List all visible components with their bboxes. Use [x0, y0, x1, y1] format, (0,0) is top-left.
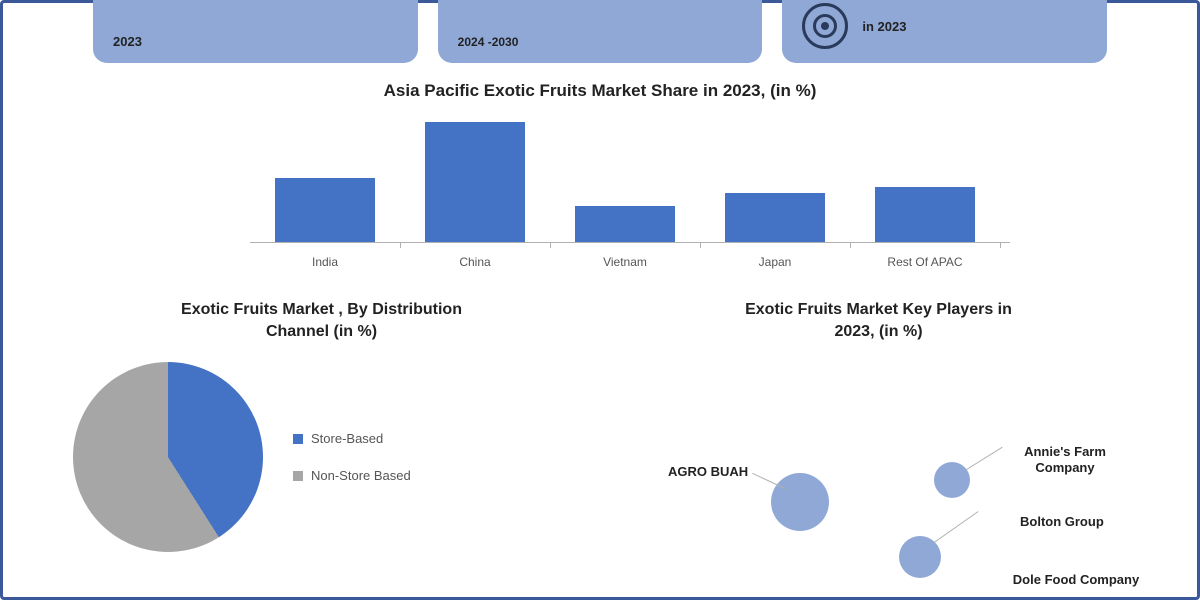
player-bubble: [771, 473, 829, 531]
bar-chart: India China Vietnam Japan Rest Of APAC: [190, 113, 1010, 273]
legend-item: Store-Based: [293, 431, 411, 446]
bar-category-label: Vietnam: [555, 255, 695, 269]
bar: [575, 206, 675, 242]
pie-chart-title: Exotic Fruits Market , By Distribution C…: [43, 299, 600, 342]
pie-title-line2: Channel (in %): [266, 323, 377, 340]
legend-swatch: [293, 471, 303, 481]
pie-section: Exotic Fruits Market , By Distribution C…: [43, 299, 600, 592]
bar: [875, 187, 975, 242]
player-label: Bolton Group: [1020, 514, 1104, 530]
callout-line: [934, 511, 979, 543]
pie-wrap: Store-Based Non-Store Based: [43, 362, 600, 552]
players-title-line1: Exotic Fruits Market Key Players in: [745, 301, 1012, 318]
stat-card-2023: 2023: [93, 0, 418, 63]
bar: [275, 178, 375, 242]
bar-category-label: Rest Of APAC: [855, 255, 995, 269]
bar: [725, 193, 825, 242]
top-cards-row: 2023 2024 -2030 in 2023: [3, 0, 1197, 63]
bar-category-label: India: [255, 255, 395, 269]
player-label: AGRO BUAH: [668, 464, 748, 480]
target-icon: [802, 3, 848, 49]
bar-category-label: China: [405, 255, 545, 269]
pie-legend: Store-Based Non-Store Based: [293, 431, 411, 483]
stat-card-target: in 2023: [782, 0, 1107, 63]
card-text: 2024 -2030: [458, 35, 519, 49]
legend-label: Non-Store Based: [311, 468, 411, 483]
bar-chart-title: Asia Pacific Exotic Fruits Market Share …: [3, 81, 1197, 101]
callout-line: [965, 447, 1003, 471]
bar-category-label: Japan: [705, 255, 845, 269]
bar: [425, 122, 525, 242]
stat-card-forecast: 2024 -2030: [438, 0, 763, 63]
card-text: 2023: [113, 34, 142, 49]
pie-chart: [73, 362, 263, 552]
legend-swatch: [293, 434, 303, 444]
legend-label: Store-Based: [311, 431, 383, 446]
player-label: Annie's Farm Company: [1000, 444, 1130, 477]
bubble-chart: AGRO BUAH Annie's Farm Company Bolton Grou…: [600, 362, 1157, 592]
players-section: Exotic Fruits Market Key Players in 2023…: [600, 299, 1157, 592]
pie-title-line1: Exotic Fruits Market , By Distribution: [181, 301, 462, 318]
card-text: in 2023: [862, 19, 906, 34]
bottom-row: Exotic Fruits Market , By Distribution C…: [3, 299, 1197, 592]
bar-plot-area: [250, 113, 1010, 243]
players-chart-title: Exotic Fruits Market Key Players in 2023…: [600, 299, 1157, 342]
legend-item: Non-Store Based: [293, 468, 411, 483]
players-title-line2: 2023, (in %): [834, 323, 922, 340]
player-label: Dole Food Company: [996, 572, 1156, 588]
player-bubble: [934, 462, 970, 498]
